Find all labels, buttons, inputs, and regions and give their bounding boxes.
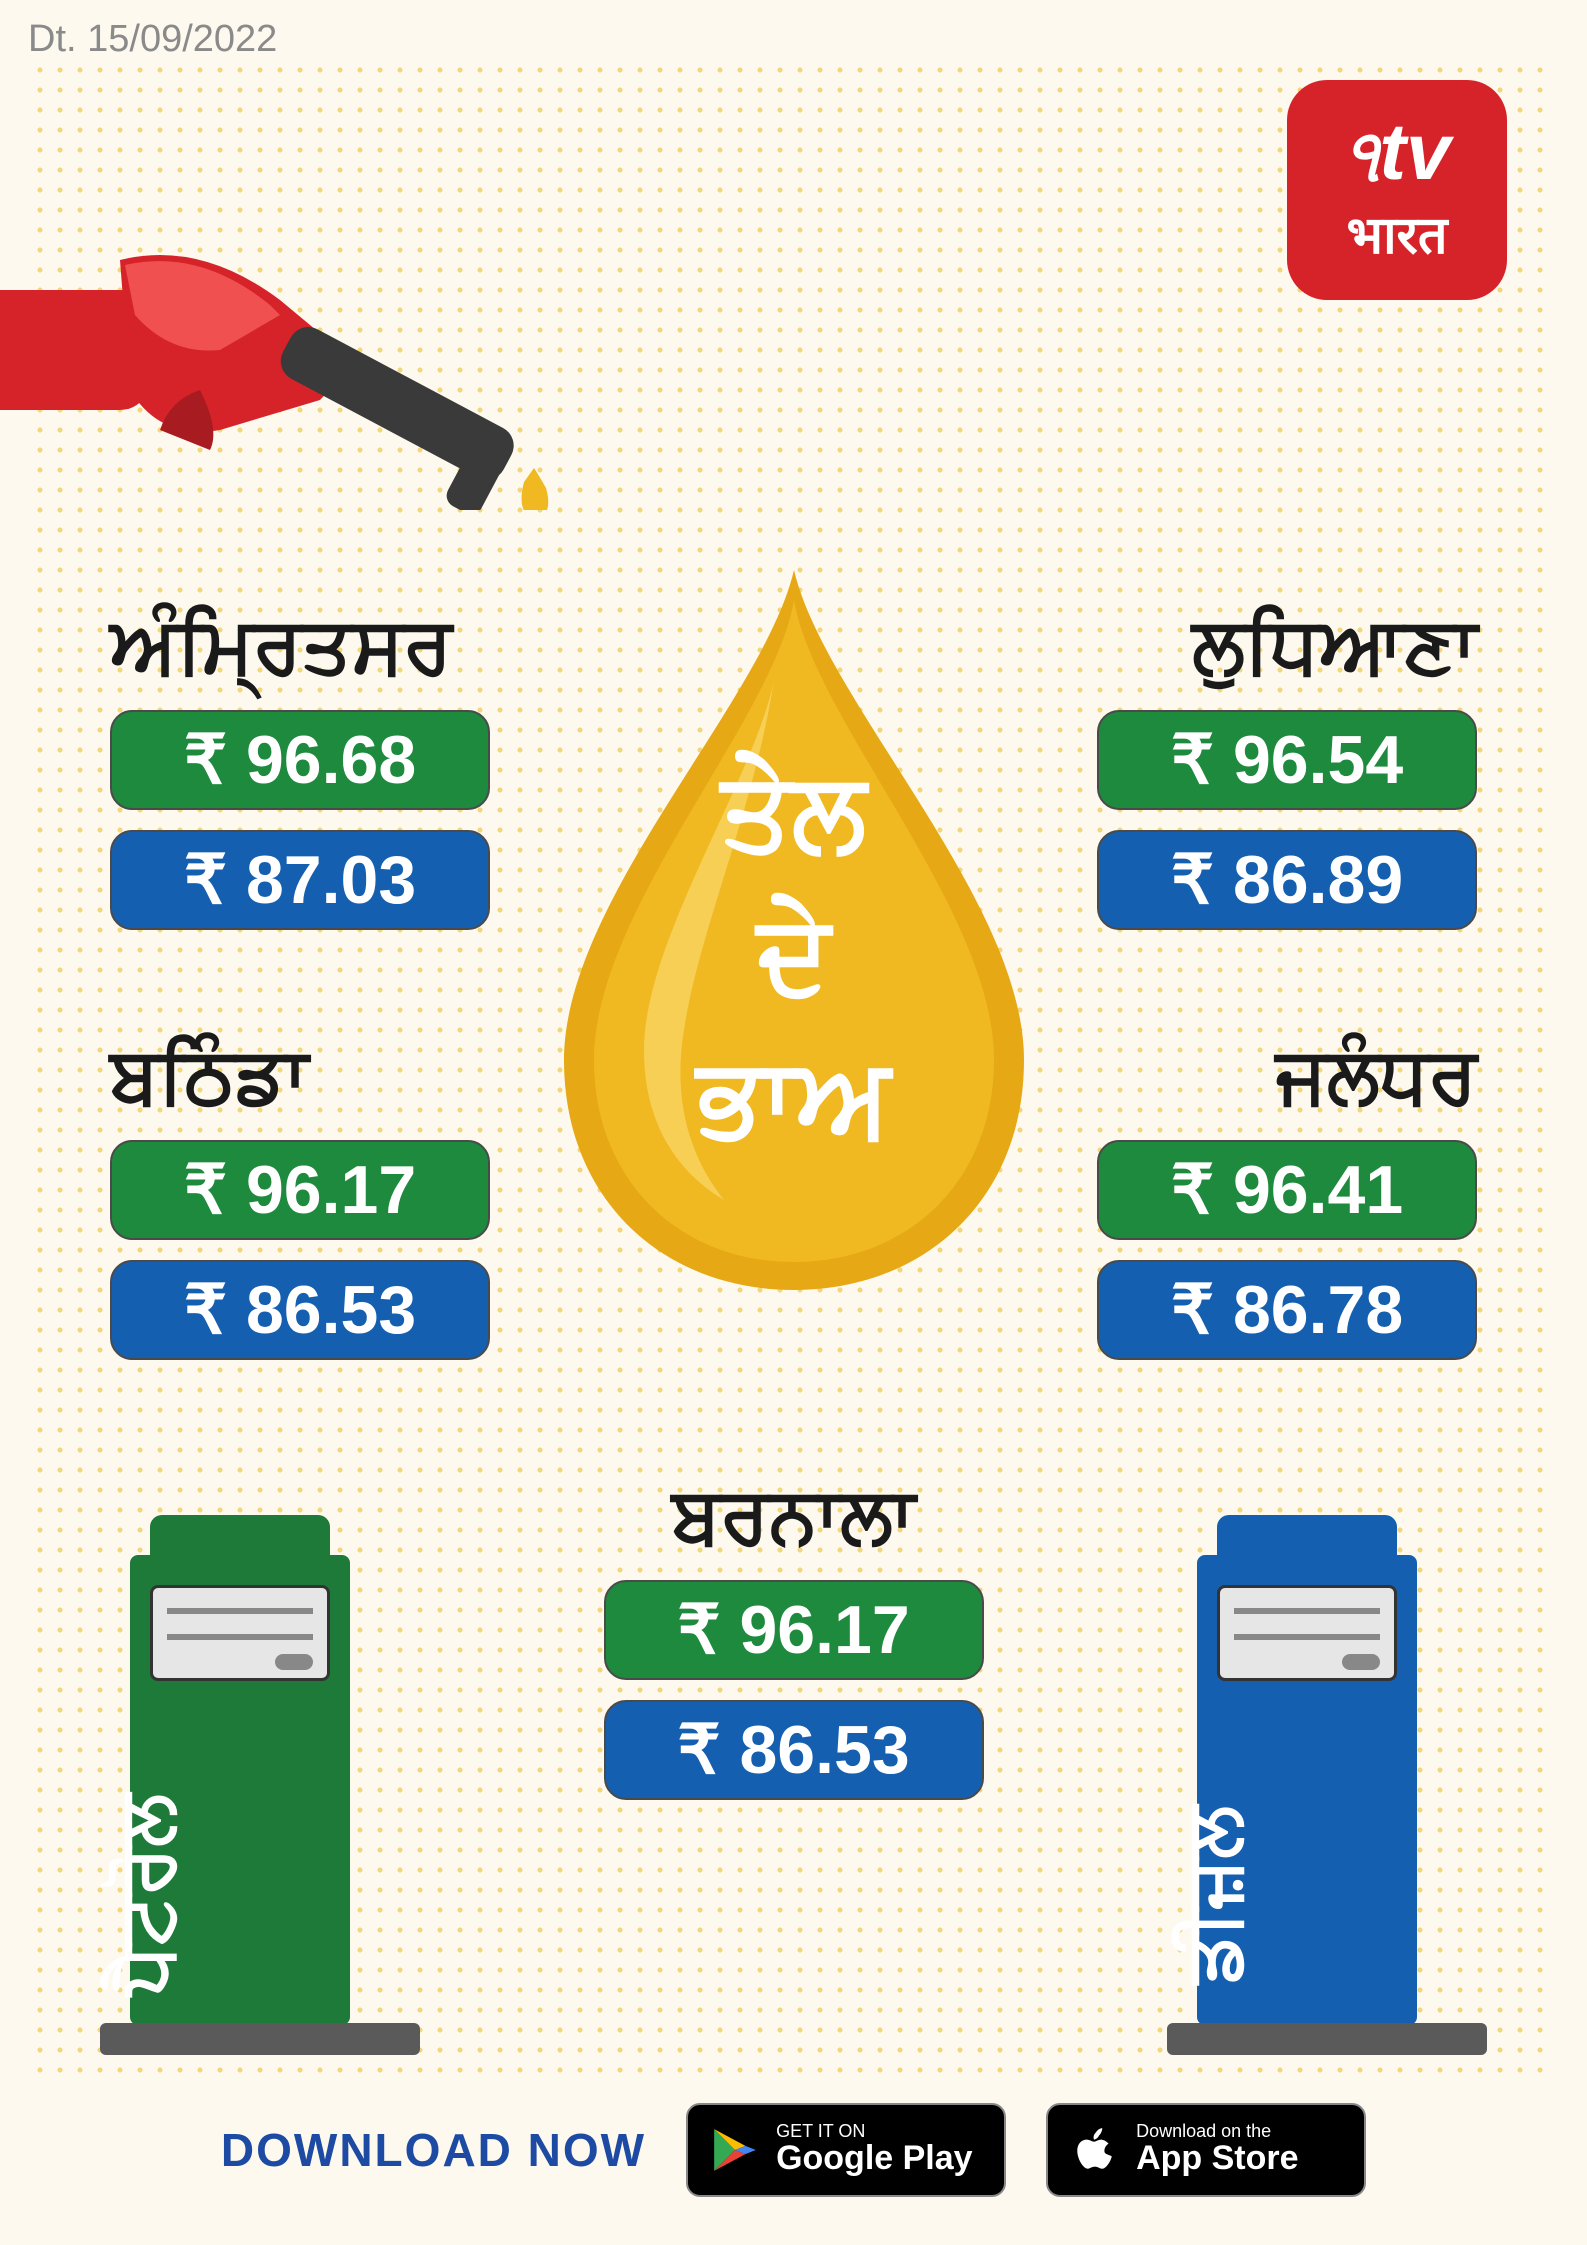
diesel-pump-icon: ਡੀਜ਼ਲ — [1167, 1515, 1487, 2055]
title-l2: ਦੇ — [697, 883, 891, 1026]
diesel-price: ₹ 86.53 — [604, 1700, 984, 1800]
petrol-price: ₹ 96.68 — [110, 710, 490, 810]
title-l1: ਤੇਲ — [697, 740, 891, 883]
app-store-badge[interactable]: Download on the App Store — [1046, 2103, 1366, 2197]
petrol-label: ਪੈਟਰੋਲ — [100, 1755, 192, 2035]
city-block-bathinda: ਬਠਿੰਡਾ ₹ 96.17 ₹ 86.53 — [110, 1030, 490, 1380]
logo-line2: भारत — [1347, 198, 1448, 269]
google-small: GET IT ON — [776, 2122, 973, 2140]
fuel-nozzle-icon — [0, 90, 600, 510]
diesel-price: ₹ 87.03 — [110, 830, 490, 930]
city-name: ਬਰਨਾਲਾ — [604, 1470, 984, 1562]
footer: DOWNLOAD NOW GET IT ON Google Play Downl… — [0, 2095, 1587, 2205]
city-name: ਲੁਧਿਆਣਾ — [1097, 600, 1477, 692]
petrol-price: ₹ 96.17 — [604, 1580, 984, 1680]
city-name: ਅੰਮ੍ਰਿਤਸਰ — [110, 600, 490, 692]
download-now-label: DOWNLOAD NOW — [221, 2123, 646, 2177]
petrol-price: ₹ 96.41 — [1097, 1140, 1477, 1240]
petrol-price: ₹ 96.54 — [1097, 710, 1477, 810]
apple-small: Download on the — [1136, 2122, 1298, 2140]
main-title: ਤੇਲ ਦੇ ਭਾਅ — [697, 740, 891, 1169]
date-label: Dt. 15/09/2022 — [28, 18, 277, 61]
diesel-price: ₹ 86.89 — [1097, 830, 1477, 930]
petrol-pump-icon: ਪੈਟਰੋਲ — [100, 1515, 420, 2055]
logo-line1: ঀtv — [1343, 112, 1450, 192]
diesel-price: ₹ 86.53 — [110, 1260, 490, 1360]
petrol-price: ₹ 96.17 — [110, 1140, 490, 1240]
diesel-price: ₹ 86.78 — [1097, 1260, 1477, 1360]
diesel-label: ਡੀਜ਼ਲ — [1167, 1755, 1259, 2035]
city-name: ਬਠਿੰਡਾ — [110, 1030, 490, 1122]
apple-big: App Store — [1136, 2140, 1298, 2177]
city-block-ludhiana: ਲੁਧਿਆਣਾ ₹ 96.54 ₹ 86.89 — [1097, 600, 1477, 950]
google-play-icon — [710, 2125, 760, 2175]
city-name: ਜਲੰਧਰ — [1097, 1030, 1477, 1122]
title-l3: ਭਾਅ — [697, 1026, 891, 1169]
etv-bharat-logo: ঀtv भारत — [1287, 80, 1507, 300]
city-block-jalandhar: ਜਲੰਧਰ ₹ 96.41 ₹ 86.78 — [1097, 1030, 1477, 1380]
google-play-badge[interactable]: GET IT ON Google Play — [686, 2103, 1006, 2197]
google-big: Google Play — [776, 2140, 973, 2177]
city-block-barnala: ਬਰਨਾਲਾ ₹ 96.17 ₹ 86.53 — [604, 1470, 984, 1820]
apple-icon — [1070, 2125, 1120, 2175]
city-block-amritsar: ਅੰਮ੍ਰਿਤਸਰ ₹ 96.68 ₹ 87.03 — [110, 600, 490, 950]
